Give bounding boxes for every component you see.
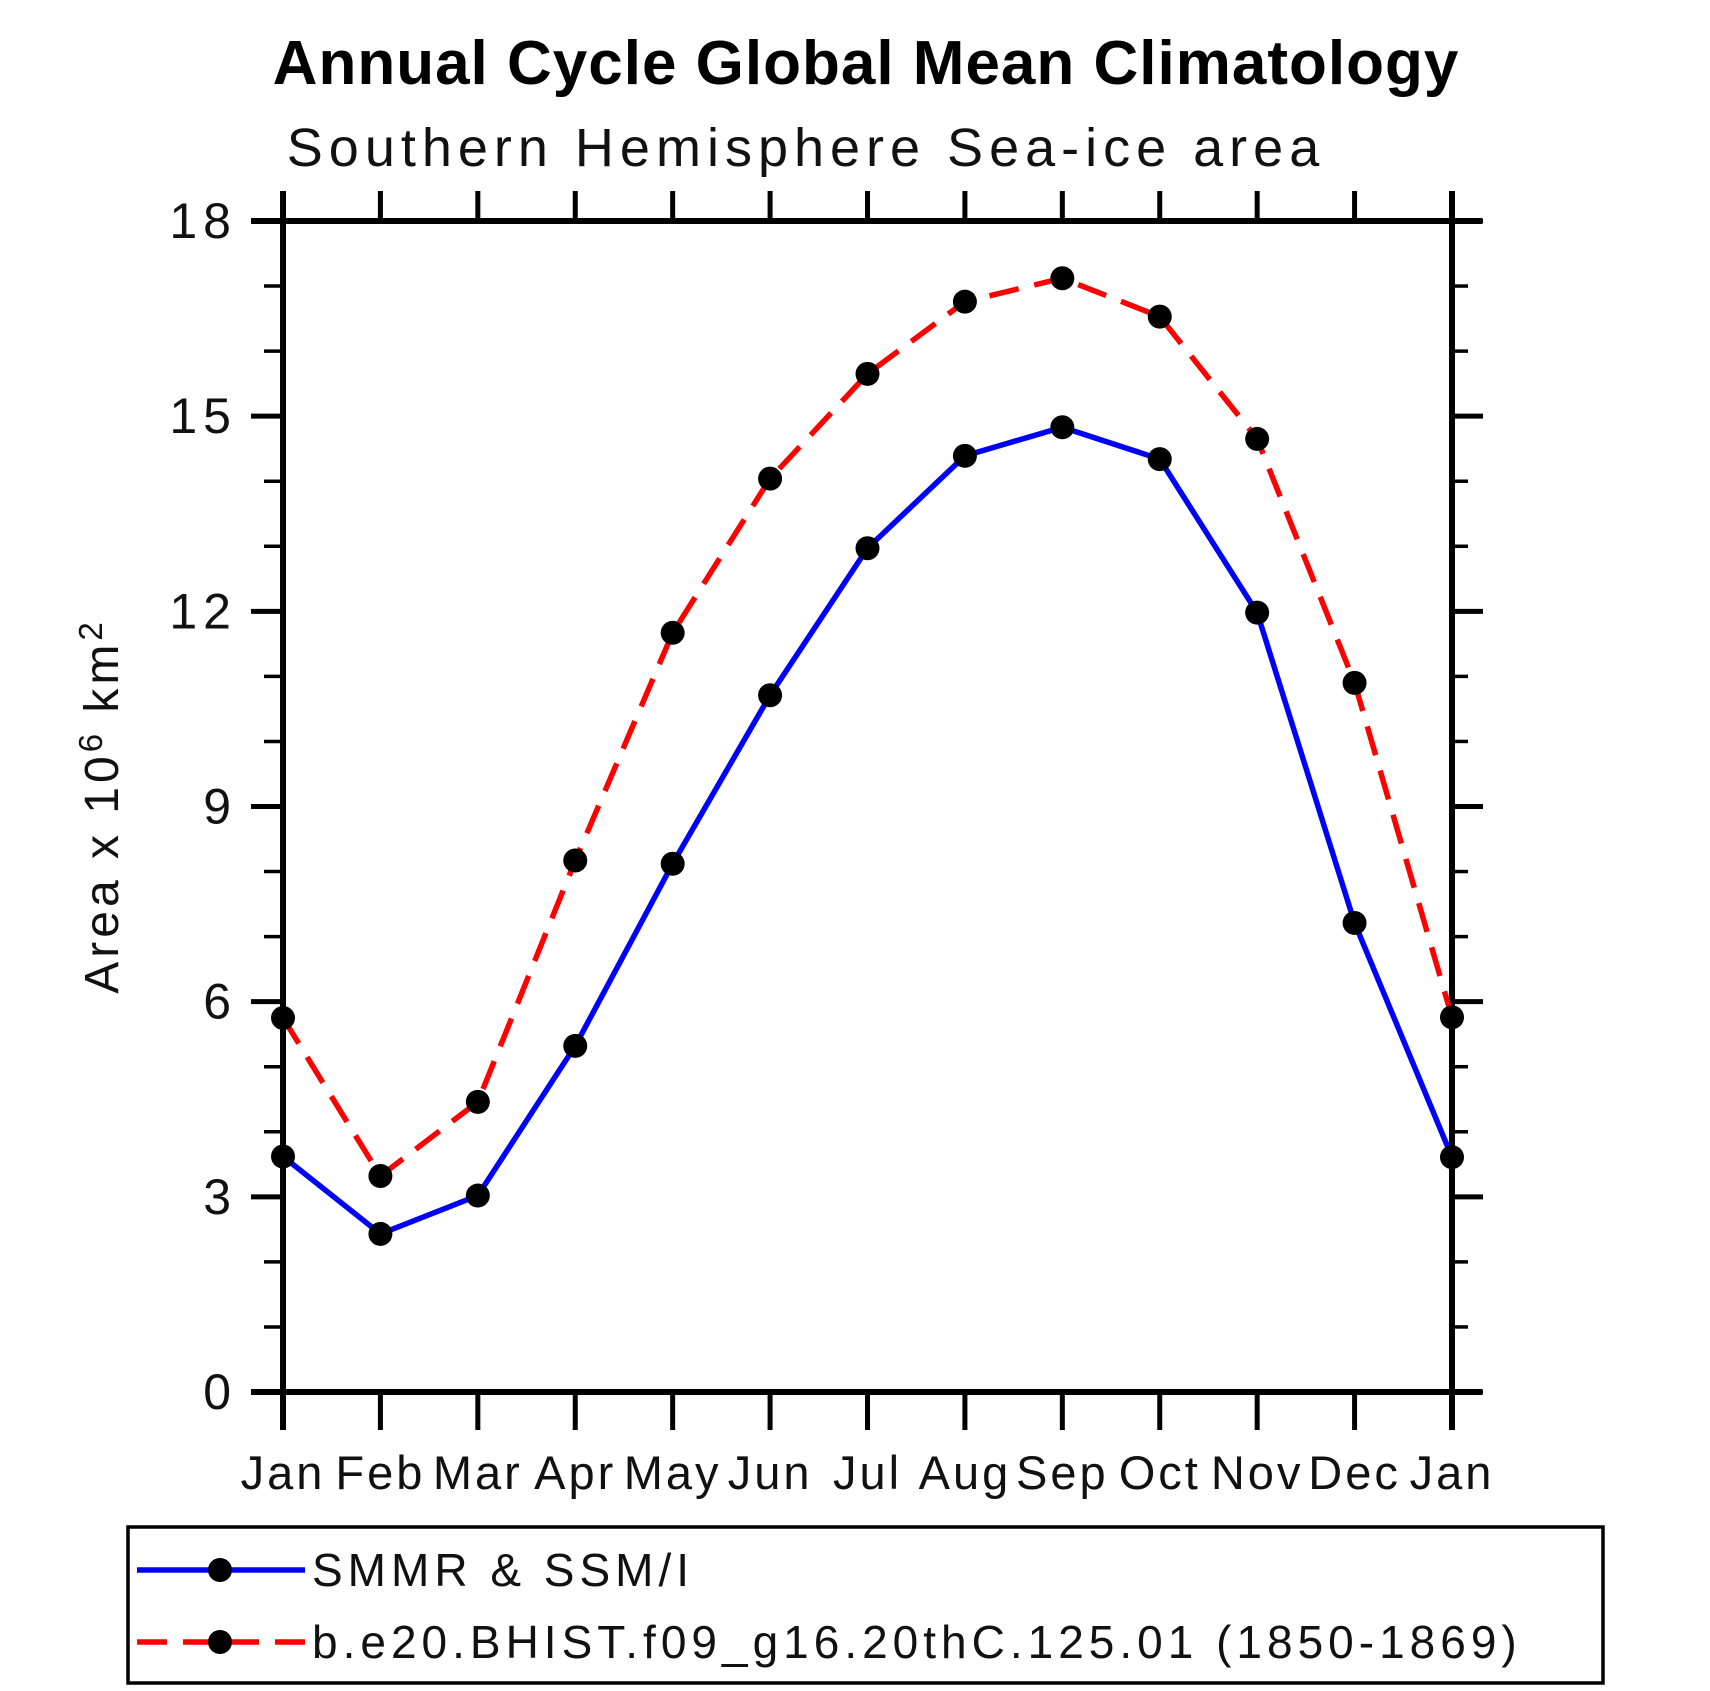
legend-label-model: b.e20.BHIST.f09_g16.20thC.125.01 (1850-1…: [312, 1616, 1522, 1668]
legend: SMMR & SSM/I b.e20.BHIST.f09_g16.20thC.1…: [126, 1525, 1605, 1685]
chart-title: Annual Cycle Global Mean Climatology: [273, 29, 1460, 98]
data-point-marker: [465, 1183, 490, 1208]
data-series-layer: [271, 266, 1464, 1246]
data-point-marker: [660, 851, 685, 876]
data-point-marker: [1245, 600, 1270, 625]
data-point-marker: [1245, 426, 1270, 451]
y-tick-label: 6: [203, 974, 237, 1030]
plot-axes: [251, 191, 1483, 1430]
data-point-marker: [1147, 304, 1172, 329]
y-tick-label: 18: [169, 193, 237, 249]
x-tick-label: Nov: [1211, 1446, 1304, 1499]
legend-label-observed: SMMR & SSM/I: [312, 1544, 694, 1596]
data-point-marker: [1147, 447, 1172, 472]
legend-entry-observed: SMMR & SSM/I: [137, 1544, 694, 1596]
legend-marker-model: [208, 1630, 232, 1654]
data-point-marker: [952, 443, 977, 468]
x-tick-label: Mar: [433, 1446, 523, 1499]
x-tick-label: Sep: [1016, 1446, 1109, 1499]
data-point-marker: [1342, 910, 1367, 935]
data-point-marker: [1050, 415, 1075, 440]
data-point-marker: [1440, 1145, 1464, 1170]
data-point-marker: [855, 536, 880, 561]
data-point-marker: [563, 1033, 588, 1058]
x-tick-label: Jan: [241, 1446, 326, 1499]
data-point-marker: [758, 466, 783, 491]
legend-entry-model: b.e20.BHIST.f09_g16.20thC.125.01 (1850-1…: [137, 1616, 1522, 1668]
data-point-marker: [271, 1144, 295, 1169]
y-tick-label: 0: [203, 1364, 237, 1420]
x-tick-label: Dec: [1308, 1446, 1401, 1499]
y-tick-label: 15: [169, 388, 237, 444]
data-point-marker: [855, 361, 880, 386]
data-point-marker: [1440, 1005, 1464, 1030]
legend-box: [126, 1525, 1605, 1685]
x-tick-label: Apr: [534, 1446, 616, 1499]
model-series-line: [280, 275, 1455, 1181]
y-tick-label: 9: [203, 779, 237, 835]
data-point-marker: [271, 1005, 295, 1030]
chart-subtitle: Southern Hemisphere Sea-ice area: [287, 118, 1325, 178]
x-tick-label: Jun: [728, 1446, 813, 1499]
data-point-marker: [1342, 670, 1367, 695]
x-tick-label: Jul: [833, 1446, 902, 1499]
data-point-marker: [465, 1089, 490, 1114]
y-axis-title: Area x 106 km2: [72, 618, 129, 994]
x-tick-label: Feb: [335, 1446, 425, 1499]
data-point-marker: [368, 1164, 393, 1189]
data-point-marker: [563, 848, 588, 873]
x-tick-label: Oct: [1119, 1446, 1201, 1499]
x-tick-label: May: [624, 1446, 722, 1499]
data-point-marker: [660, 620, 685, 645]
y-tick-label: 12: [169, 583, 237, 639]
x-tick-label: Aug: [919, 1446, 1012, 1499]
data-point-marker: [952, 289, 977, 314]
data-point-marker: [758, 683, 783, 708]
y-tick-label: 3: [203, 1169, 237, 1225]
legend-marker-observed: [208, 1558, 232, 1582]
data-point-marker: [368, 1221, 393, 1246]
x-tick-label: Jan: [1410, 1446, 1495, 1499]
data-point-marker: [1050, 266, 1075, 291]
